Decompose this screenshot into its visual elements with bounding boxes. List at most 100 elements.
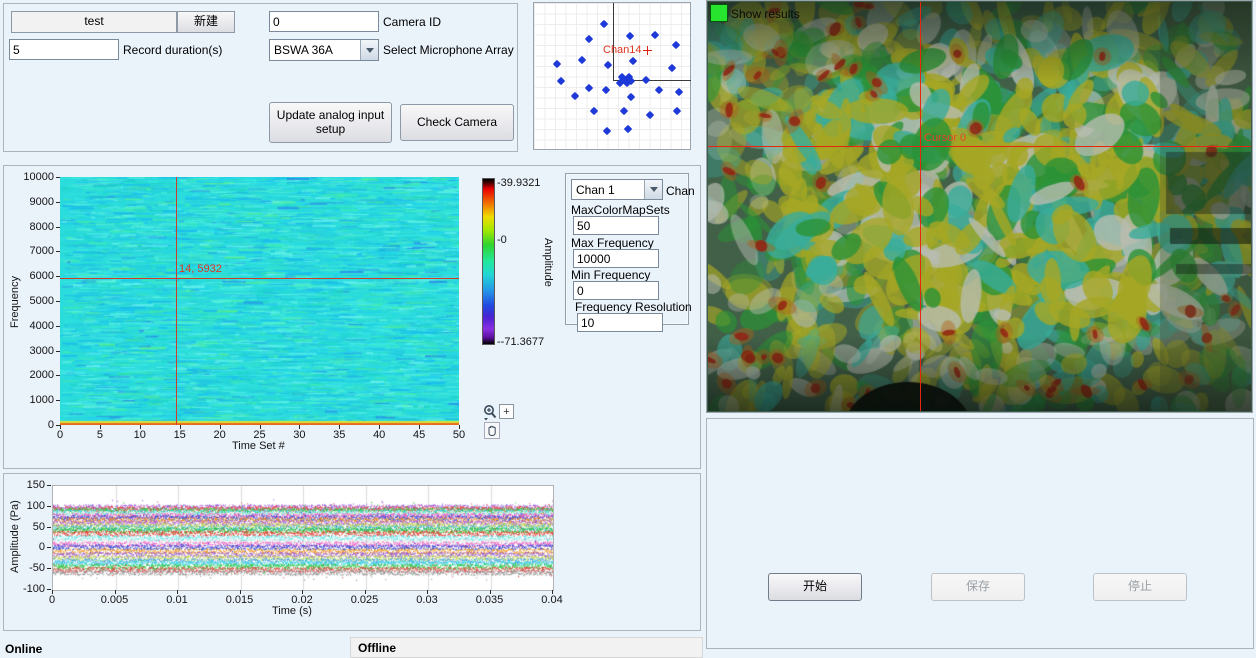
max-colormap-input[interactable] <box>573 216 659 235</box>
channel-select-label: Chan <box>666 184 695 198</box>
waveform-xtick <box>427 590 428 594</box>
start-button-label: 开始 <box>802 579 827 594</box>
mic-position-dot <box>601 85 611 95</box>
waveform-ytick <box>47 589 51 590</box>
record-duration-input[interactable] <box>9 39 119 60</box>
check-camera-button[interactable]: Check Camera <box>400 104 514 141</box>
mic-position-dot <box>674 87 684 97</box>
mic-array-select[interactable]: BSWA 36A <box>269 39 379 61</box>
spectrogram-ytick-label: 4000 <box>29 319 54 332</box>
channel-select[interactable]: Chan 1 <box>571 179 663 200</box>
spectrogram-xtick-label: 50 <box>452 429 466 441</box>
spectrogram-ytick-label: 7000 <box>29 245 54 258</box>
spectrogram-panel <box>3 165 701 469</box>
array-cursor-icon[interactable] <box>647 46 648 55</box>
spectrogram-ytick <box>56 350 60 352</box>
spectrogram-cursor-vline[interactable] <box>176 177 177 425</box>
zoom-in-box-icon[interactable]: + <box>499 404 514 419</box>
offline-status-bar: Offline <box>350 637 703 658</box>
spectrogram-ytick <box>56 425 60 426</box>
frequency-resolution-input[interactable] <box>577 313 663 332</box>
colorbar-max-label: -39.9321 <box>497 177 541 189</box>
project-name-field[interactable]: test <box>11 11 177 33</box>
waveform-xtick <box>239 590 241 594</box>
spectrogram-ytick <box>56 276 60 278</box>
spectrogram-xtick <box>99 425 101 429</box>
waveform-xtick <box>177 590 178 594</box>
spectrogram-xtick-label: 30 <box>293 429 306 441</box>
spectrogram-xtick <box>419 425 421 429</box>
colorbar-min-label: --71.3677 <box>497 336 545 348</box>
camera-cursor-hline[interactable] <box>708 146 1251 147</box>
waveform-xtick <box>52 590 53 594</box>
mic-position-dot <box>671 40 681 50</box>
camera-cursor-vline[interactable] <box>920 2 921 411</box>
spectrogram-ytick <box>56 375 60 377</box>
amplitude-colorbar[interactable] <box>482 178 495 345</box>
waveform-ylabel: Amplitude (Pa) <box>9 500 21 574</box>
max-frequency-input[interactable] <box>573 249 659 268</box>
mic-position-dot <box>570 91 580 101</box>
spectrogram-ytick <box>56 226 60 228</box>
waveform-panel <box>3 473 701 631</box>
chevron-down-icon[interactable] <box>360 40 378 60</box>
mic-position-dot <box>619 106 629 116</box>
waveform-ytick-label: -50 <box>29 562 45 575</box>
waveform-ytick <box>47 526 51 528</box>
waveform-xtick-label: 0 <box>48 594 56 606</box>
show-results-checkbox[interactable] <box>710 4 728 22</box>
camera-view[interactable]: Cursor 0 Show results <box>706 0 1253 413</box>
spectrogram-xtick <box>459 425 460 429</box>
mic-array-plot[interactable]: Chan14 <box>533 2 691 150</box>
spectrogram-ytick <box>56 201 60 203</box>
waveform-ytick-label: 50 <box>32 520 45 533</box>
waveform-ytick-label: 0 <box>38 541 45 554</box>
zoom-tool-icon[interactable] <box>482 404 498 424</box>
max-frequency-label: Max Frequency <box>571 236 654 250</box>
mic-position-dot <box>641 75 651 85</box>
mic-position-dot <box>584 34 594 44</box>
spectrogram-ytick <box>56 177 60 178</box>
new-project-button[interactable]: 新建 <box>177 11 235 33</box>
array-axis-horizontal <box>613 80 691 81</box>
save-button[interactable]: 保存 <box>931 573 1025 601</box>
spectrogram-ytick-label: 8000 <box>29 220 54 233</box>
spectrogram-ytick <box>56 325 60 327</box>
spectrogram-ytick-label: 9000 <box>29 195 54 208</box>
transport-panel: 开始 保存 停止 <box>706 418 1254 649</box>
waveform-ytick <box>47 485 51 486</box>
update-analog-input-button[interactable]: Update analog input setup <box>269 102 392 143</box>
waveform-plot[interactable] <box>52 485 554 591</box>
camera-cursor-label: Cursor 0 <box>924 132 967 144</box>
chevron-down-icon[interactable] <box>644 180 662 199</box>
update-analog-input-label: Update analog input setup <box>276 107 385 136</box>
mic-position-dot <box>584 83 594 93</box>
spectrogram-cursor-hline[interactable] <box>60 278 459 279</box>
colorbar-title: Amplitude <box>542 237 554 287</box>
record-duration-label: Record duration(s) <box>123 43 223 57</box>
mic-position-dot <box>623 124 633 134</box>
mic-position-dot <box>552 59 562 69</box>
spectrogram-xtick <box>139 425 141 429</box>
spectrogram-plot[interactable]: 14, 5932 <box>60 177 459 425</box>
min-frequency-label: Min Frequency <box>571 268 651 282</box>
spectrogram-xtick <box>259 425 261 429</box>
waveform-ytick-label: 100 <box>26 499 45 512</box>
waveform-ytick <box>47 568 51 570</box>
project-name-value: test <box>84 14 104 29</box>
min-frequency-input[interactable] <box>573 281 659 300</box>
start-button[interactable]: 开始 <box>768 573 862 601</box>
mic-position-dot <box>667 63 677 73</box>
new-project-button-label: 新建 <box>193 14 218 29</box>
pan-hand-icon[interactable] <box>484 422 500 439</box>
mic-array-label: Select Microphone Array <box>383 43 514 57</box>
camera-id-input[interactable] <box>269 11 379 32</box>
offline-status-label: Offline <box>358 641 396 655</box>
mic-position-dot <box>645 110 655 120</box>
mic-position-dot <box>626 92 636 102</box>
online-status-label: Online <box>5 642 43 656</box>
stop-button[interactable]: 停止 <box>1093 573 1187 601</box>
waveform-xtick <box>489 590 491 594</box>
mic-position-dot <box>650 30 660 40</box>
waveform-xtick-label: 0.015 <box>225 594 254 606</box>
